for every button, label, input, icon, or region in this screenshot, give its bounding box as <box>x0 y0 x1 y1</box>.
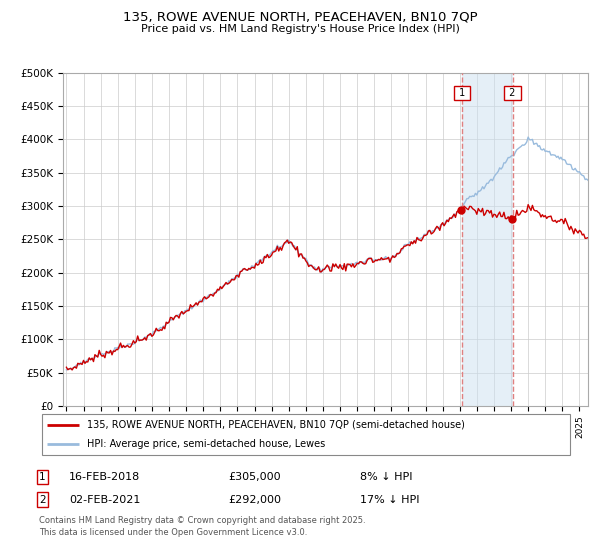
Text: HPI: Average price, semi-detached house, Lewes: HPI: Average price, semi-detached house,… <box>87 439 325 449</box>
Text: This data is licensed under the Open Government Licence v3.0.: This data is licensed under the Open Gov… <box>39 529 307 538</box>
Text: 2: 2 <box>506 88 519 98</box>
Text: £292,000: £292,000 <box>228 494 281 505</box>
Text: 2: 2 <box>39 494 46 505</box>
Bar <box>462 73 512 406</box>
Text: 1: 1 <box>39 472 46 482</box>
Text: 02-FEB-2021: 02-FEB-2021 <box>69 494 140 505</box>
Text: Price paid vs. HM Land Registry's House Price Index (HPI): Price paid vs. HM Land Registry's House … <box>140 24 460 34</box>
Text: 16-FEB-2018: 16-FEB-2018 <box>69 472 140 482</box>
Text: £305,000: £305,000 <box>228 472 281 482</box>
Text: 1: 1 <box>455 88 468 98</box>
FancyBboxPatch shape <box>42 414 570 455</box>
Text: 135, ROWE AVENUE NORTH, PEACEHAVEN, BN10 7QP (semi-detached house): 135, ROWE AVENUE NORTH, PEACEHAVEN, BN10… <box>87 420 465 430</box>
Text: 17% ↓ HPI: 17% ↓ HPI <box>360 494 419 505</box>
Text: Contains HM Land Registry data © Crown copyright and database right 2025.: Contains HM Land Registry data © Crown c… <box>39 516 365 525</box>
Text: 135, ROWE AVENUE NORTH, PEACEHAVEN, BN10 7QP: 135, ROWE AVENUE NORTH, PEACEHAVEN, BN10… <box>122 10 478 23</box>
Text: 8% ↓ HPI: 8% ↓ HPI <box>360 472 413 482</box>
